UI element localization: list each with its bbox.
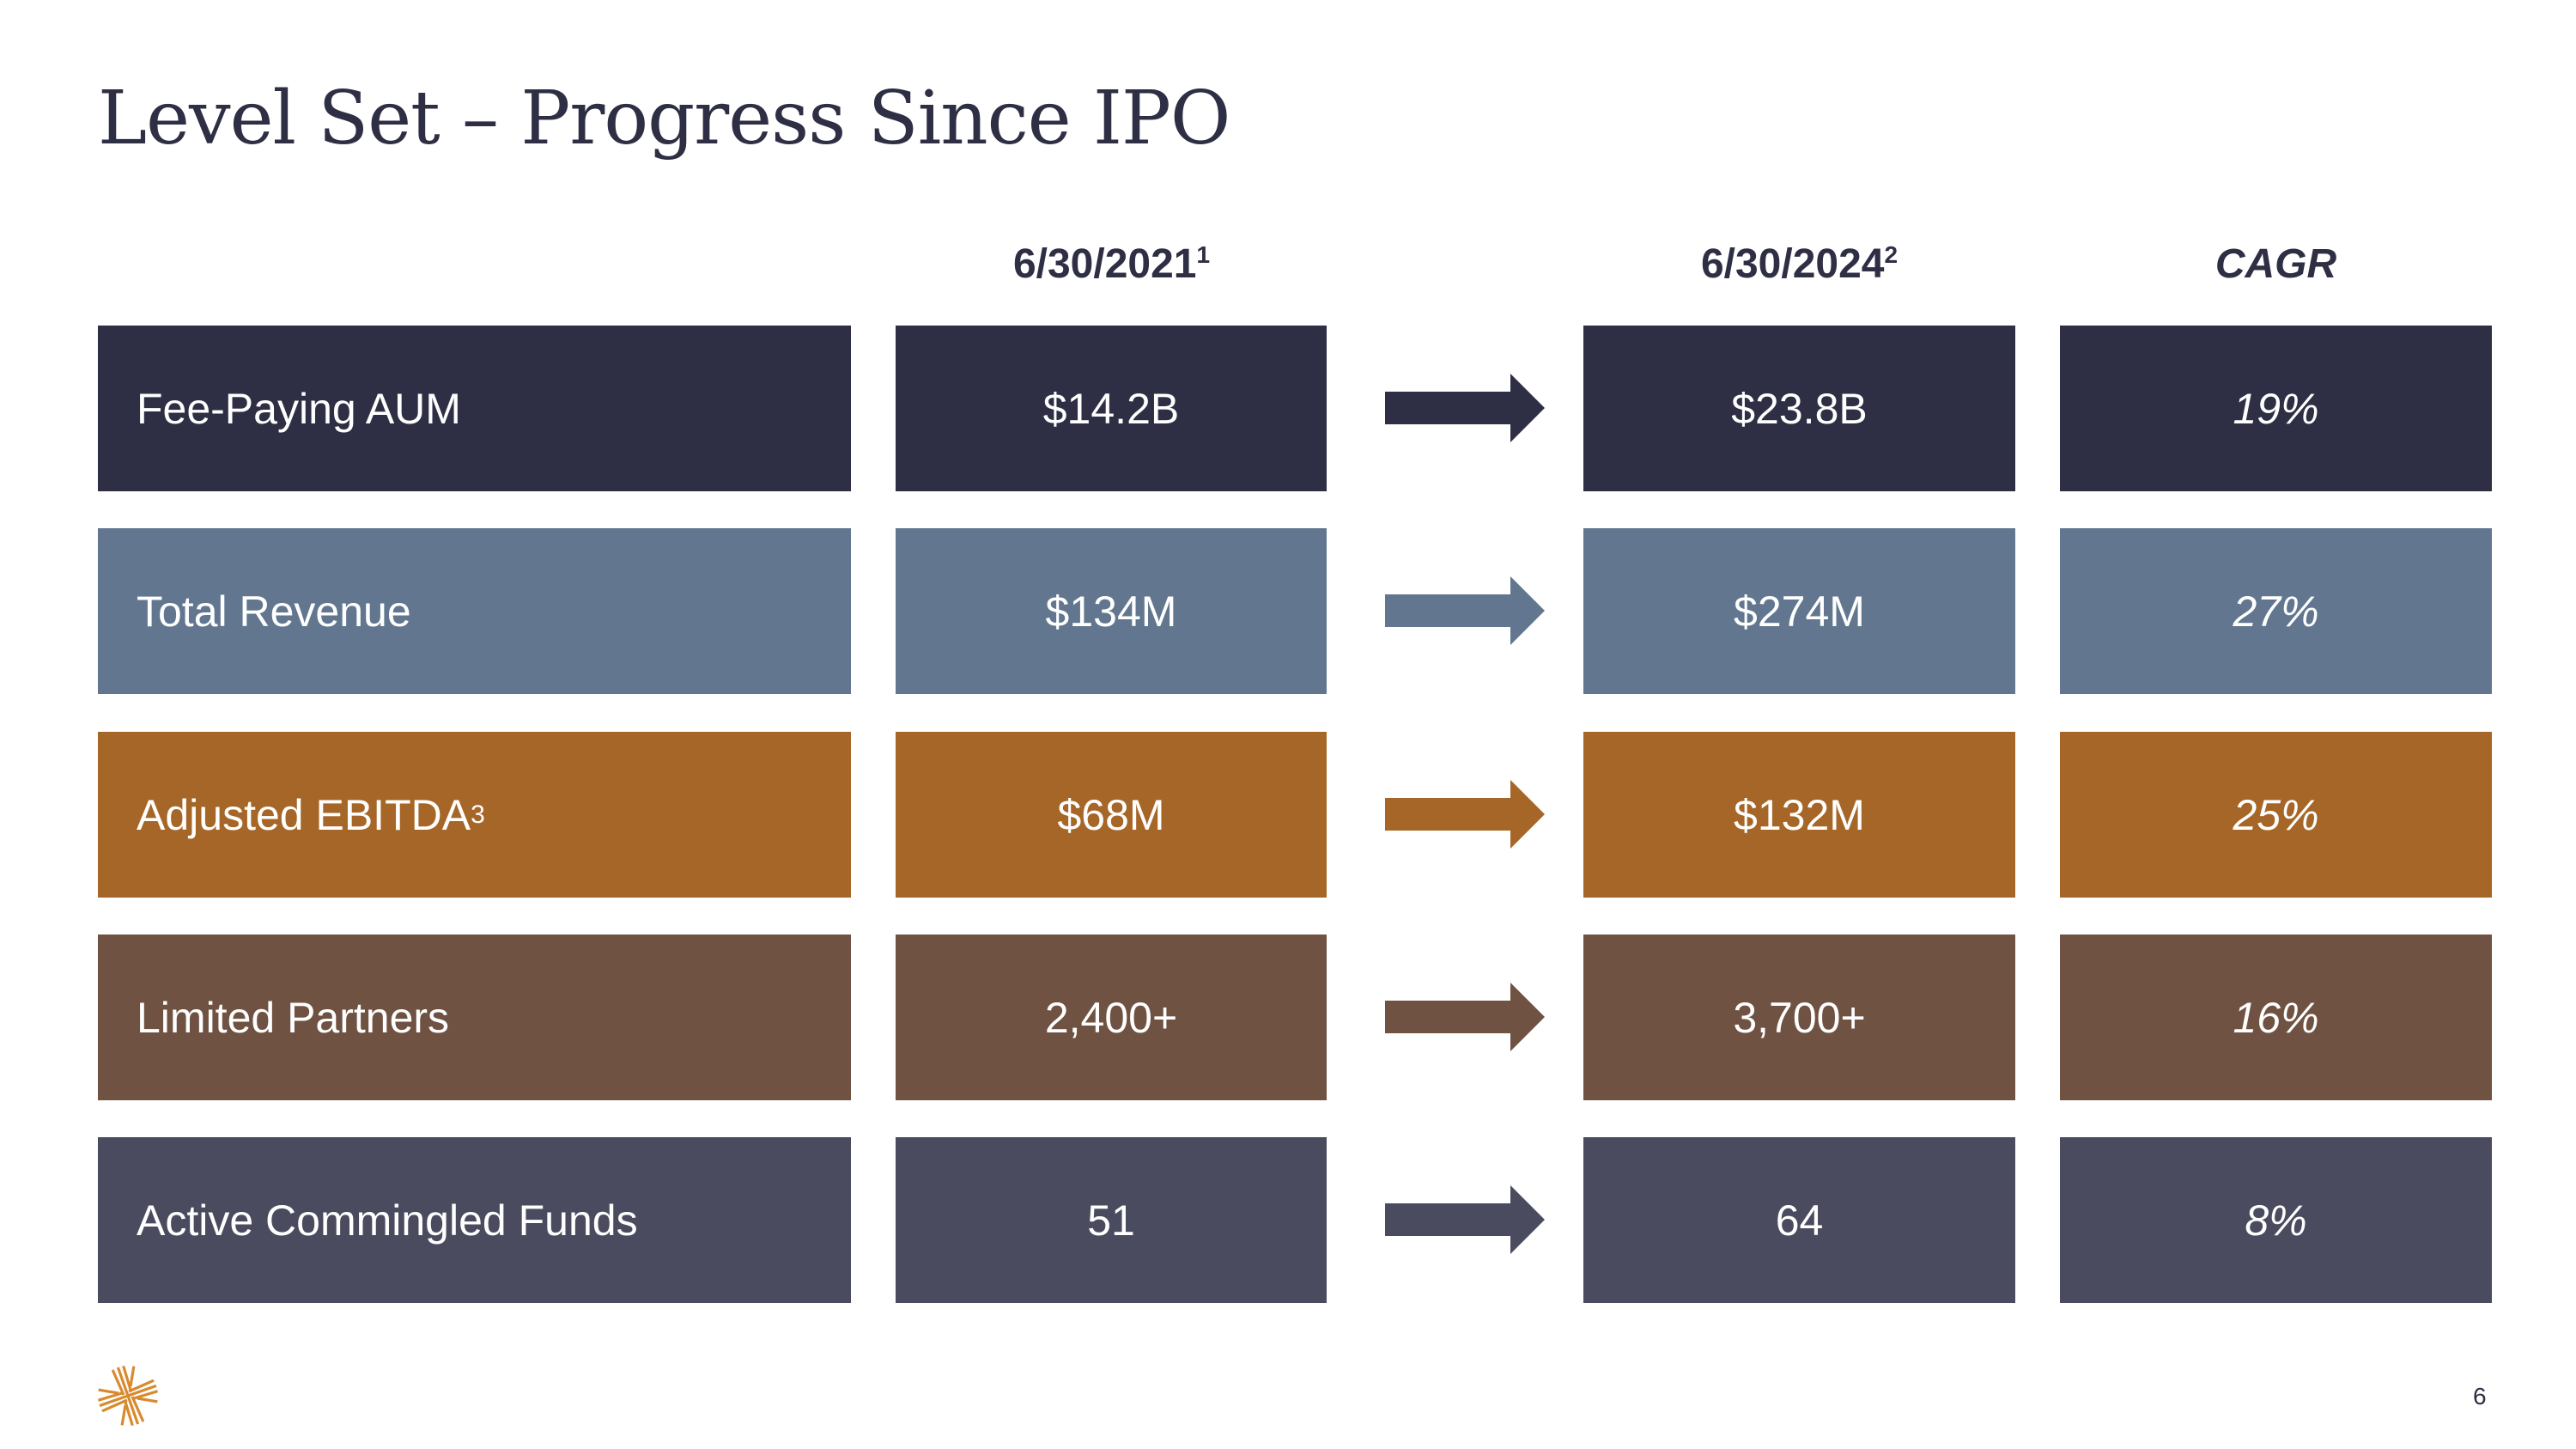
metric-label-text: Limited Partners [137, 993, 450, 1042]
metric-label: Fee-Paying AUM [98, 326, 851, 491]
header-2021: 6/30/20211 [896, 240, 1327, 288]
metric-label: Adjusted EBITDA 3 [98, 732, 851, 898]
footnote-ref: 1 [1196, 241, 1211, 268]
footnote-ref: 2 [1884, 241, 1899, 268]
value-2021: 51 [896, 1137, 1327, 1303]
cagr-value: 27% [2060, 528, 2492, 694]
metric-label-text: Fee-Paying AUM [137, 384, 461, 433]
metric-label-text: Active Commingled Funds [137, 1196, 638, 1245]
value-2021: $134M [896, 528, 1327, 694]
value-2021: $14.2B [896, 326, 1327, 491]
arrow-right-icon [1385, 1185, 1545, 1254]
header-2024-text: 6/30/2024 [1700, 241, 1885, 287]
footnote-ref: 3 [471, 800, 485, 829]
cagr-value: 8% [2060, 1137, 2492, 1303]
value-2024: 3,700+ [1583, 935, 2015, 1100]
value-2024: 64 [1583, 1137, 2015, 1303]
metric-label: Total Revenue [98, 528, 851, 694]
page-number: 6 [2473, 1383, 2487, 1409]
value-2024: $23.8B [1583, 326, 2015, 491]
cagr-value: 25% [2060, 732, 2492, 898]
arrow-right-icon [1385, 374, 1545, 442]
header-cagr: CAGR [2215, 241, 2337, 287]
arrow-right-icon [1385, 576, 1545, 645]
metric-label-text: Adjusted EBITDA [137, 790, 471, 839]
metric-row: Active Commingled Funds 51 64 8% [0, 1137, 2576, 1303]
header-2021-text: 6/30/2021 [1012, 241, 1197, 287]
value-2024: $274M [1583, 528, 2015, 694]
cagr-value: 16% [2060, 935, 2492, 1100]
value-2021: 2,400+ [896, 935, 1327, 1100]
value-2024: $132M [1583, 732, 2015, 898]
arrow-right-icon [1385, 780, 1545, 849]
company-logo-icon [98, 1366, 158, 1426]
header-2024: 6/30/20242 [1583, 240, 2015, 288]
arrow-right-icon [1385, 983, 1545, 1051]
value-2021: $68M [896, 732, 1327, 898]
metric-label-text: Total Revenue [137, 587, 411, 636]
page-title: Level Set – Progress Since IPO [98, 76, 1230, 161]
metric-row: Limited Partners 2,400+ 3,700+ 16% [0, 935, 2576, 1100]
metric-label: Limited Partners [98, 935, 851, 1100]
metric-label: Active Commingled Funds [98, 1137, 851, 1303]
metric-row: Total Revenue $134M $274M 27% [0, 528, 2576, 694]
metric-row: Adjusted EBITDA 3 $68M $132M 25% [0, 732, 2576, 898]
cagr-value: 19% [2060, 326, 2492, 491]
metric-row: Fee-Paying AUM $14.2B $23.8B 19% [0, 326, 2576, 491]
